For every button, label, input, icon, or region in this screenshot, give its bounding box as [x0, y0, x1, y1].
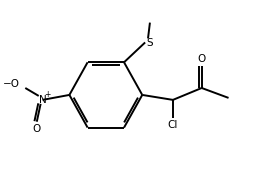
Text: S: S [146, 38, 153, 49]
Text: −O: −O [3, 79, 20, 89]
Text: O: O [33, 124, 41, 134]
Text: +: + [44, 90, 51, 99]
Text: Cl: Cl [168, 120, 178, 130]
Text: O: O [198, 54, 206, 64]
Text: N: N [39, 95, 46, 105]
